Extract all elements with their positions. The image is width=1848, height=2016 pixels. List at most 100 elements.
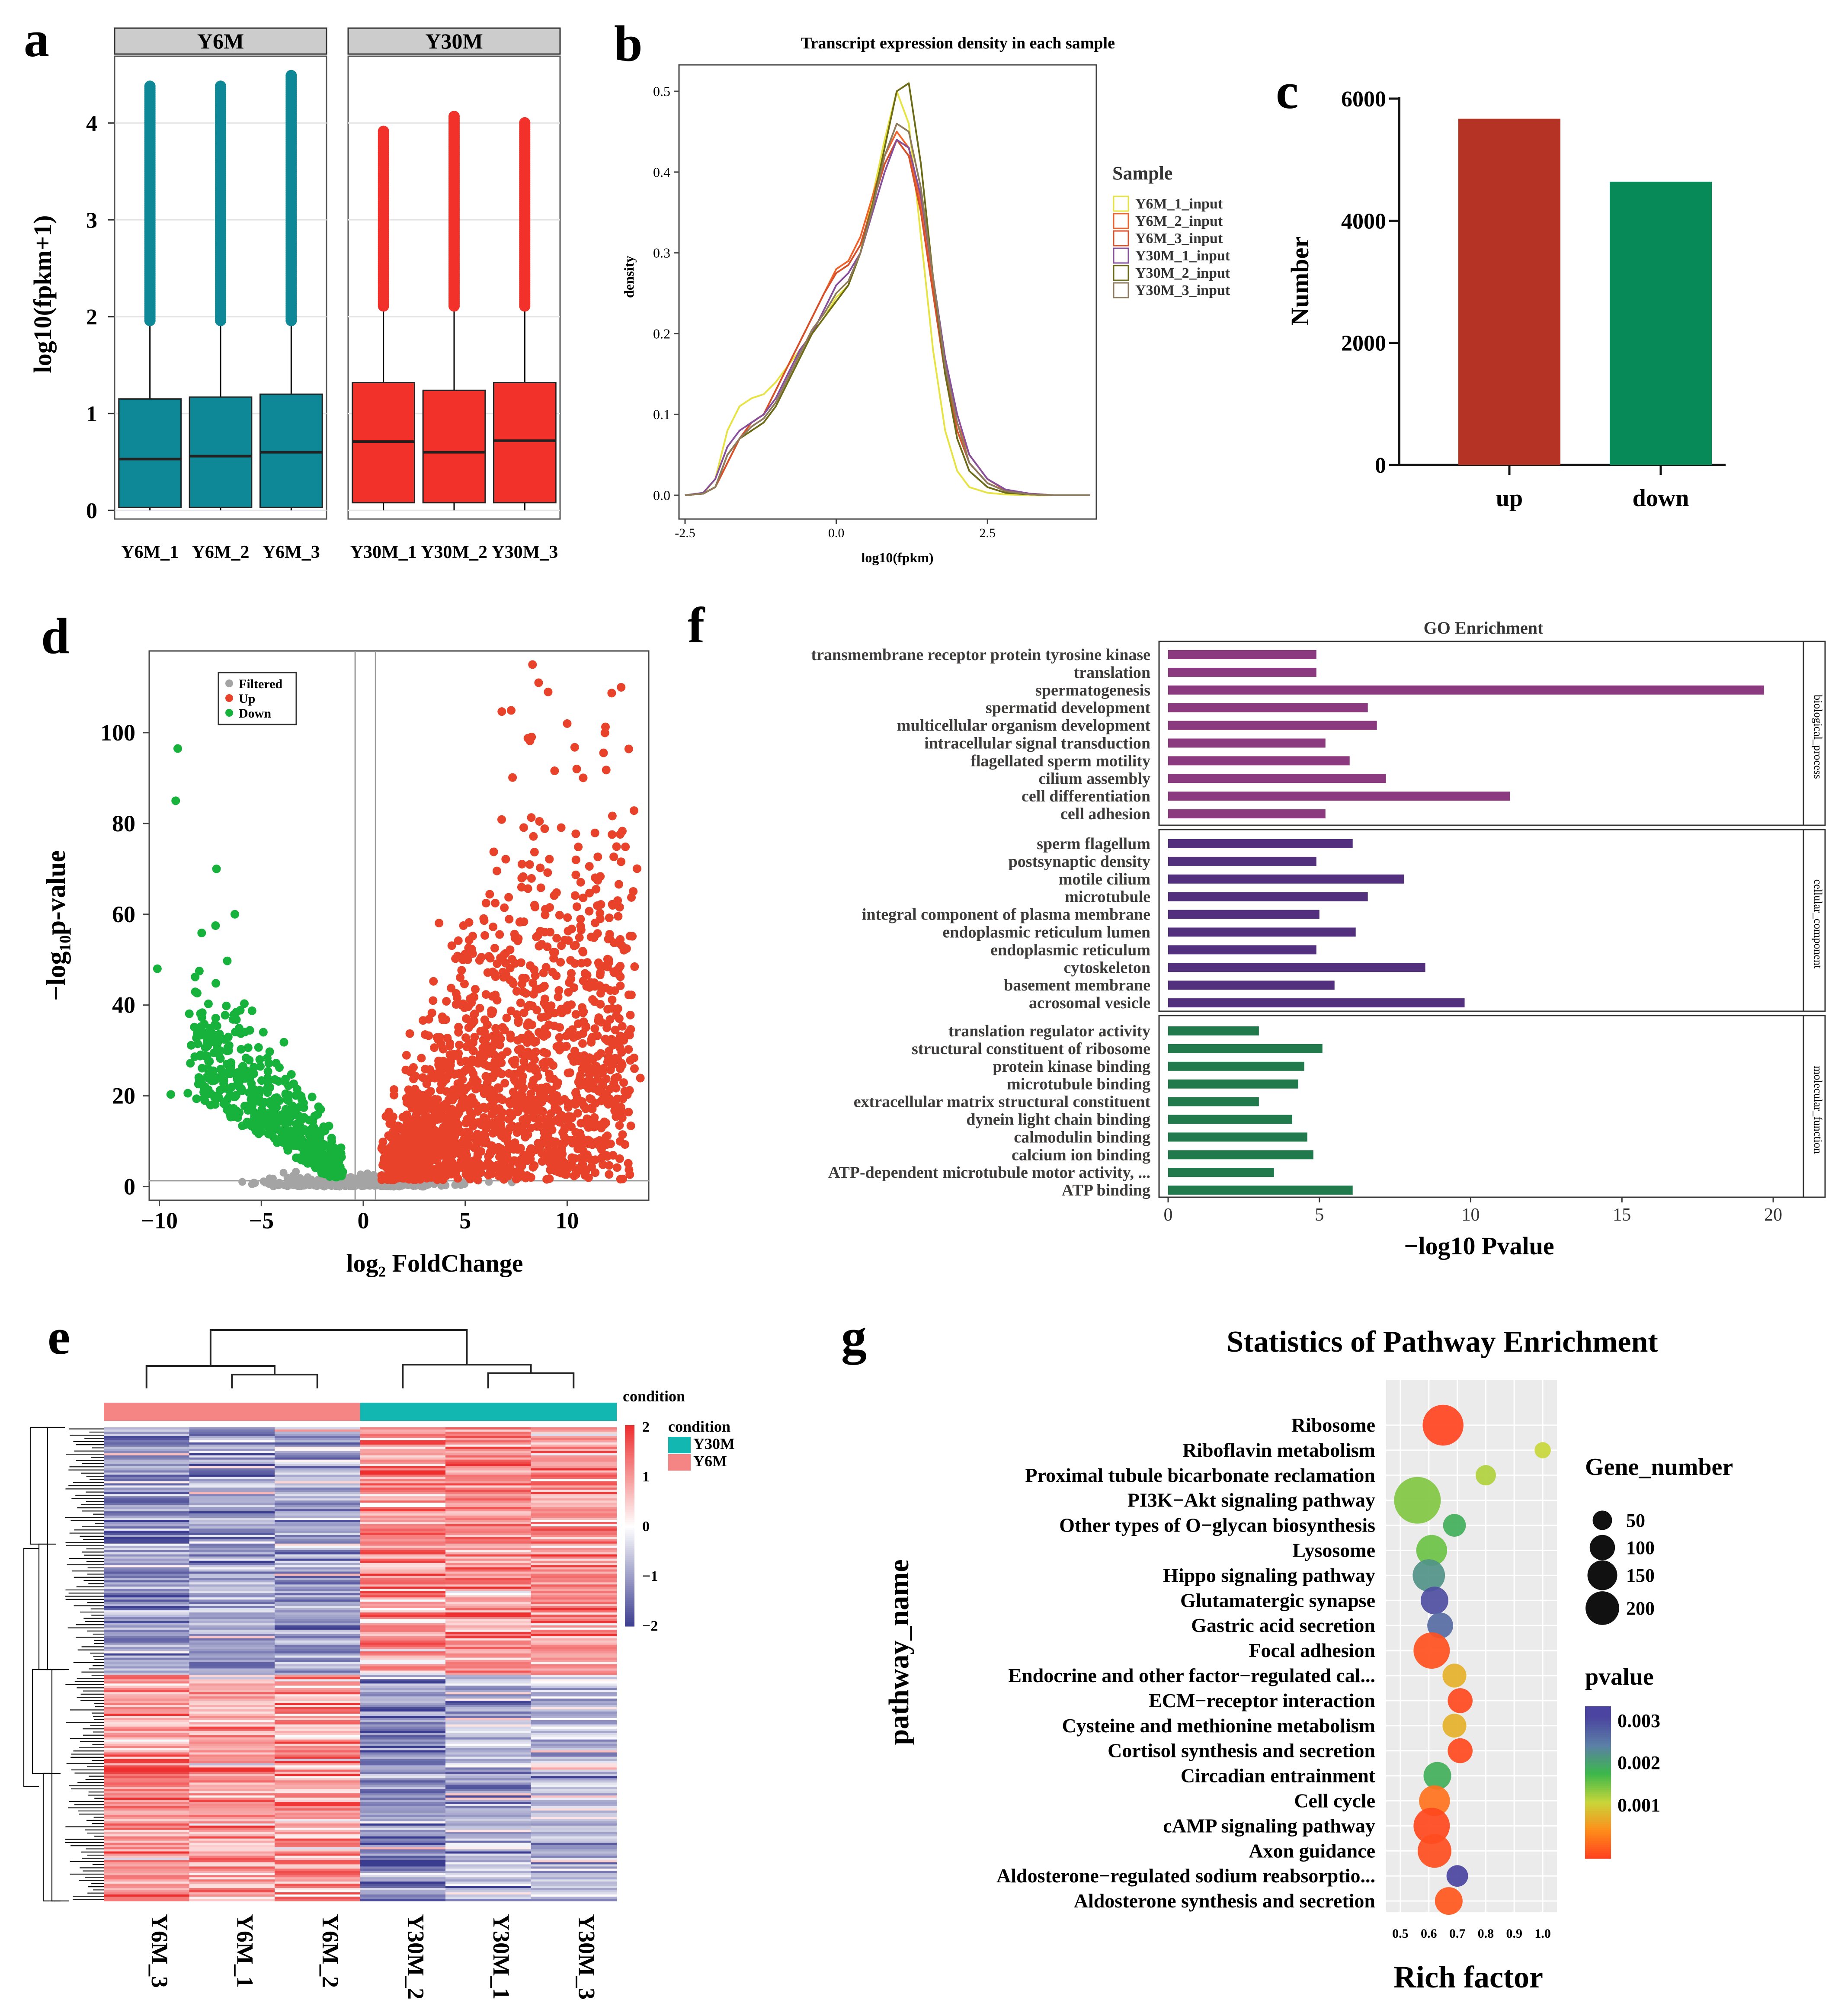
heatmap-cell <box>104 1845 190 1848</box>
heatmap-cell <box>275 1453 361 1456</box>
down-point <box>195 967 204 976</box>
up-point <box>503 1152 512 1161</box>
heatmap-cell <box>360 1761 446 1764</box>
up-point <box>517 883 526 892</box>
heatmap-cell <box>360 1490 446 1493</box>
heatmap-cell <box>445 1724 532 1727</box>
heatmap-cell <box>360 1442 446 1445</box>
heatmap-cell <box>531 1814 617 1817</box>
y-tick-label: 0.3 <box>653 245 670 261</box>
bar-7 <box>1168 774 1386 783</box>
heatmap-cell <box>445 1494 532 1497</box>
heatmap-cell <box>189 1860 275 1863</box>
heatmap-cell <box>445 1894 532 1897</box>
heatmap-cell <box>531 1509 617 1512</box>
heatmap-cell <box>531 1541 617 1544</box>
heatmap-cell <box>531 1812 617 1815</box>
bar-6 <box>1168 945 1316 955</box>
heatmap-cell <box>360 1470 446 1473</box>
heatmap-cell <box>360 1436 446 1439</box>
heatmap-cell <box>189 1552 275 1555</box>
heatmap-cell <box>189 1468 275 1471</box>
heatmap-cell <box>189 1451 275 1454</box>
heatmap-cell <box>189 1761 275 1764</box>
heatmap-cell <box>275 1612 361 1615</box>
heatmap-cell <box>104 1610 190 1613</box>
up-point <box>627 893 636 902</box>
up-point <box>571 856 580 865</box>
heatmap-cell <box>445 1812 532 1815</box>
heatmap-cell <box>189 1520 275 1522</box>
up-point <box>471 1058 480 1067</box>
down-point <box>295 1120 304 1129</box>
heatmap-cell <box>360 1862 446 1865</box>
category-label: endoplasmic reticulum <box>990 941 1150 959</box>
up-point <box>461 1033 470 1042</box>
heatmap-cell <box>275 1733 361 1736</box>
heatmap-cell <box>531 1597 617 1600</box>
up-point <box>615 1137 625 1146</box>
heatmap-cell <box>360 1537 446 1540</box>
down-point <box>281 1074 290 1083</box>
up-point <box>605 1170 614 1179</box>
heatmap-cell <box>275 1660 361 1663</box>
heatmap-cell <box>360 1653 446 1656</box>
heatmap-cell <box>189 1718 275 1721</box>
up-point <box>411 1071 420 1080</box>
up-point <box>497 707 506 716</box>
up-point <box>571 1010 580 1019</box>
heatmap-cell <box>531 1487 617 1490</box>
up-point <box>417 1054 426 1063</box>
heatmap-cell <box>275 1552 361 1555</box>
heatmap-cell <box>531 1631 617 1635</box>
heatmap-cell <box>104 1532 190 1535</box>
heatmap-cell <box>189 1507 275 1510</box>
up-point <box>464 943 473 952</box>
heatmap-cell <box>275 1449 361 1452</box>
heatmap-cell <box>531 1563 617 1566</box>
heatmap-cell <box>360 1528 446 1531</box>
heatmap-cell <box>360 1899 446 1901</box>
heatmap-cell <box>360 1589 446 1592</box>
heatmap-cell <box>275 1571 361 1574</box>
heatmap-cell <box>189 1825 275 1828</box>
heatmap-cell <box>275 1597 361 1600</box>
heatmap-cell <box>531 1832 617 1835</box>
y-tick-label: 60 <box>112 901 135 927</box>
y-tick-label: 1 <box>86 402 97 426</box>
heatmap-cell <box>104 1789 190 1792</box>
up-point <box>429 977 438 986</box>
heatmap-cell <box>531 1886 617 1888</box>
heatmap-cell <box>360 1679 446 1682</box>
heatmap-cell <box>189 1890 275 1893</box>
heatmap-cell <box>445 1444 532 1447</box>
heatmap-cell <box>189 1677 275 1680</box>
heatmap-cell <box>531 1610 617 1613</box>
heatmap-cell <box>445 1675 532 1678</box>
heatmap-cell <box>275 1798 361 1800</box>
heatmap-cell <box>531 1843 617 1846</box>
dendrogram-branch <box>231 1374 318 1388</box>
up-point <box>480 916 489 925</box>
heatmap-cell <box>104 1541 190 1544</box>
heatmap-cell <box>445 1498 532 1501</box>
heatmap-cell <box>104 1565 190 1568</box>
heatmap-cell <box>275 1634 361 1637</box>
heatmap-cell <box>189 1548 275 1551</box>
down-point <box>273 1112 282 1122</box>
legend-key <box>1113 247 1129 264</box>
up-point <box>503 1172 512 1181</box>
density-line-Y6M_2_input <box>685 131 1090 496</box>
up-point <box>514 1018 523 1027</box>
heatmap-cell <box>531 1802 617 1804</box>
up-point <box>439 1057 448 1066</box>
heatmap-cell <box>189 1431 275 1434</box>
heatmap-cell <box>104 1705 190 1708</box>
heatmap-cell <box>360 1686 446 1689</box>
heatmap-cell <box>445 1655 532 1658</box>
heatmap-cell <box>189 1767 275 1770</box>
heatmap-cell <box>360 1455 446 1458</box>
heatmap-cell <box>104 1838 190 1841</box>
heatmap-cell <box>189 1884 275 1886</box>
